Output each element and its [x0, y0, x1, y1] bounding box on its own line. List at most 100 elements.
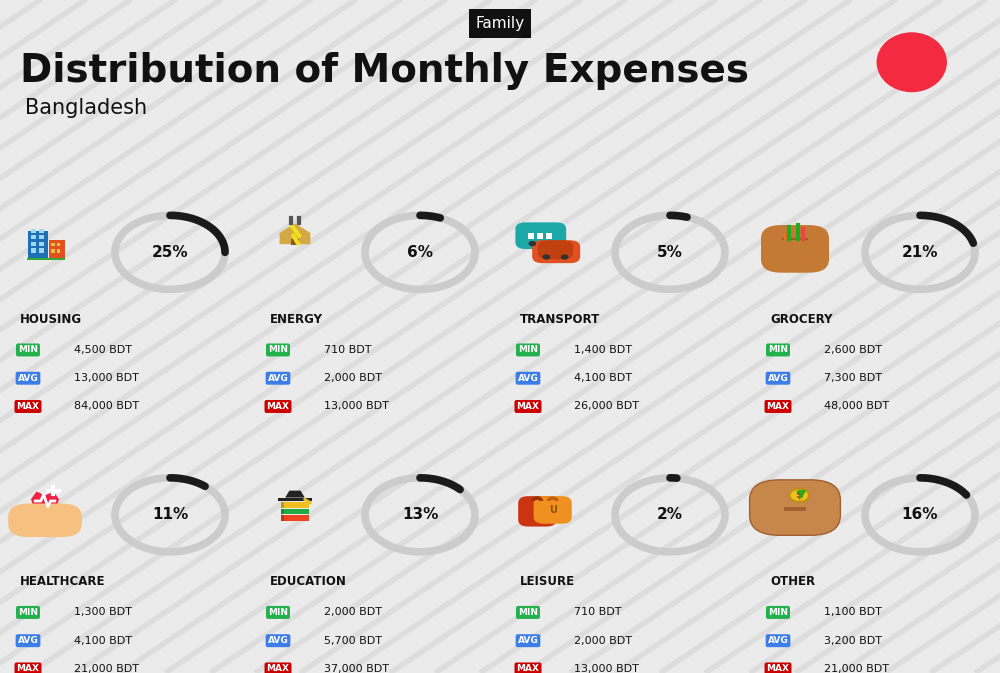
Text: MAX: MAX — [266, 402, 290, 411]
FancyBboxPatch shape — [761, 225, 829, 273]
Text: 1,100 BDT: 1,100 BDT — [824, 608, 882, 617]
FancyBboxPatch shape — [281, 509, 309, 514]
FancyBboxPatch shape — [39, 242, 44, 246]
FancyBboxPatch shape — [39, 248, 44, 252]
Text: MAX: MAX — [767, 402, 790, 411]
Polygon shape — [285, 491, 305, 497]
Text: HOUSING: HOUSING — [20, 313, 82, 326]
FancyBboxPatch shape — [278, 497, 312, 501]
Text: 21,000 BDT: 21,000 BDT — [74, 664, 139, 673]
Text: 84,000 BDT: 84,000 BDT — [74, 402, 139, 411]
Polygon shape — [280, 223, 310, 244]
Text: MIN: MIN — [768, 345, 788, 355]
FancyBboxPatch shape — [281, 515, 309, 521]
FancyBboxPatch shape — [532, 240, 580, 263]
Text: 2,000 BDT: 2,000 BDT — [324, 374, 382, 383]
Text: 4,100 BDT: 4,100 BDT — [574, 374, 632, 383]
Text: 2%: 2% — [657, 507, 683, 522]
Text: 21%: 21% — [902, 245, 938, 260]
Text: 13,000 BDT: 13,000 BDT — [574, 664, 639, 673]
FancyBboxPatch shape — [782, 238, 808, 240]
FancyBboxPatch shape — [538, 240, 573, 259]
Text: MAX: MAX — [516, 664, 540, 673]
Text: 13,000 BDT: 13,000 BDT — [74, 374, 139, 383]
Text: MIN: MIN — [268, 345, 288, 355]
Text: 13%: 13% — [402, 507, 438, 522]
FancyBboxPatch shape — [49, 240, 65, 259]
FancyBboxPatch shape — [537, 233, 543, 238]
FancyBboxPatch shape — [57, 249, 60, 252]
Text: EDUCATION: EDUCATION — [270, 575, 347, 588]
FancyBboxPatch shape — [57, 243, 60, 246]
Text: Family: Family — [475, 16, 525, 31]
FancyBboxPatch shape — [534, 496, 572, 524]
Text: AVG: AVG — [518, 636, 538, 645]
Text: 5,700 BDT: 5,700 BDT — [324, 636, 382, 645]
Circle shape — [877, 33, 946, 92]
Circle shape — [548, 241, 556, 246]
Text: 13,000 BDT: 13,000 BDT — [324, 402, 389, 411]
Text: 2,000 BDT: 2,000 BDT — [324, 608, 382, 617]
FancyBboxPatch shape — [528, 233, 534, 238]
Text: MIN: MIN — [18, 608, 38, 617]
Text: 26,000 BDT: 26,000 BDT — [574, 402, 639, 411]
Text: 3,200 BDT: 3,200 BDT — [824, 636, 882, 645]
FancyBboxPatch shape — [39, 229, 44, 233]
Polygon shape — [31, 491, 59, 518]
Text: MIN: MIN — [518, 345, 538, 355]
FancyBboxPatch shape — [31, 242, 36, 246]
Text: MAX: MAX — [17, 402, 40, 411]
Text: 4,500 BDT: 4,500 BDT — [74, 345, 132, 355]
FancyBboxPatch shape — [27, 258, 65, 260]
Text: LEISURE: LEISURE — [520, 575, 575, 588]
Text: 48,000 BDT: 48,000 BDT — [824, 402, 889, 411]
FancyBboxPatch shape — [291, 238, 299, 245]
Text: 1,400 BDT: 1,400 BDT — [574, 345, 632, 355]
Text: 2,000 BDT: 2,000 BDT — [574, 636, 632, 645]
FancyBboxPatch shape — [8, 503, 82, 537]
Text: 710 BDT: 710 BDT — [574, 608, 622, 617]
Text: MAX: MAX — [516, 402, 540, 411]
FancyBboxPatch shape — [51, 249, 55, 252]
Text: MAX: MAX — [17, 664, 40, 673]
Text: AVG: AVG — [268, 374, 288, 383]
Text: TRANSPORT: TRANSPORT — [520, 313, 600, 326]
Text: MIN: MIN — [18, 345, 38, 355]
FancyBboxPatch shape — [546, 233, 552, 238]
Text: AVG: AVG — [768, 374, 788, 383]
Text: AVG: AVG — [268, 636, 288, 645]
Text: 1,300 BDT: 1,300 BDT — [74, 608, 132, 617]
Text: GROCERY: GROCERY — [770, 313, 832, 326]
FancyBboxPatch shape — [750, 480, 840, 535]
Circle shape — [528, 241, 536, 246]
Text: 11%: 11% — [152, 507, 188, 522]
Text: 5%: 5% — [657, 245, 683, 260]
Text: 710 BDT: 710 BDT — [324, 345, 372, 355]
FancyBboxPatch shape — [515, 222, 566, 249]
FancyBboxPatch shape — [31, 248, 36, 252]
Text: 21,000 BDT: 21,000 BDT — [824, 664, 889, 673]
FancyBboxPatch shape — [281, 502, 309, 507]
Text: MIN: MIN — [268, 608, 288, 617]
FancyBboxPatch shape — [281, 509, 284, 514]
FancyBboxPatch shape — [31, 229, 36, 233]
Text: OTHER: OTHER — [770, 575, 815, 588]
FancyBboxPatch shape — [281, 515, 284, 521]
Text: 37,000 BDT: 37,000 BDT — [324, 664, 389, 673]
Circle shape — [542, 254, 550, 260]
Text: U: U — [549, 505, 557, 516]
Text: AVG: AVG — [18, 636, 38, 645]
FancyBboxPatch shape — [31, 236, 36, 240]
Text: 6%: 6% — [407, 245, 433, 260]
FancyBboxPatch shape — [784, 507, 806, 511]
Text: $: $ — [795, 491, 803, 500]
FancyBboxPatch shape — [28, 231, 48, 259]
FancyBboxPatch shape — [39, 236, 44, 240]
Circle shape — [561, 254, 569, 260]
Text: MAX: MAX — [767, 664, 790, 673]
FancyBboxPatch shape — [518, 496, 556, 526]
Text: 2,600 BDT: 2,600 BDT — [824, 345, 882, 355]
Text: 7,300 BDT: 7,300 BDT — [824, 374, 882, 383]
Text: 16%: 16% — [902, 507, 938, 522]
Text: Bangladesh: Bangladesh — [25, 98, 147, 118]
